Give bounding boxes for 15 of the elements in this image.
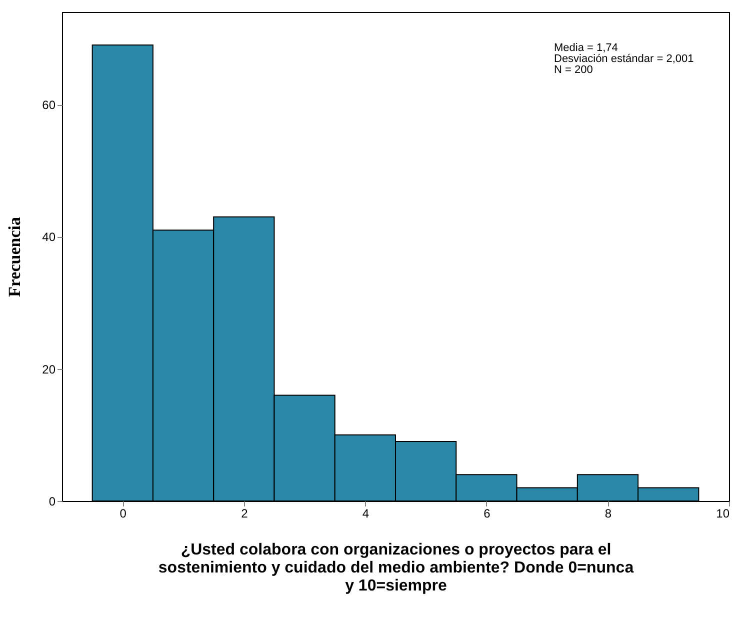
x-tick-label: 0: [120, 506, 127, 520]
x-tick-label: 4: [362, 506, 370, 520]
x-tick-label: 6: [484, 506, 491, 520]
x-tick-label: 8: [604, 506, 612, 520]
y-tick-label: 40: [42, 230, 56, 244]
annotation: N = 200: [554, 64, 593, 76]
y-axis-title: Frecuencia: [5, 216, 24, 297]
y-tick-label: 0: [48, 494, 56, 508]
y-tick-label: 60: [42, 98, 56, 112]
x-tick-label: 10: [716, 506, 730, 520]
x-tick-label: 2: [241, 506, 248, 520]
x-axis-title: ¿Usted colabora con organizaciones o proyectos para el sostenimiento y cuidado del medio ambiente? Donde 0=nunca y 10=siempre: [158, 542, 634, 594]
annotation: Desviación estándar = 2,001: [554, 53, 694, 65]
annotation: Media = 1,74: [554, 42, 618, 54]
y-tick-label: 20: [42, 362, 56, 376]
